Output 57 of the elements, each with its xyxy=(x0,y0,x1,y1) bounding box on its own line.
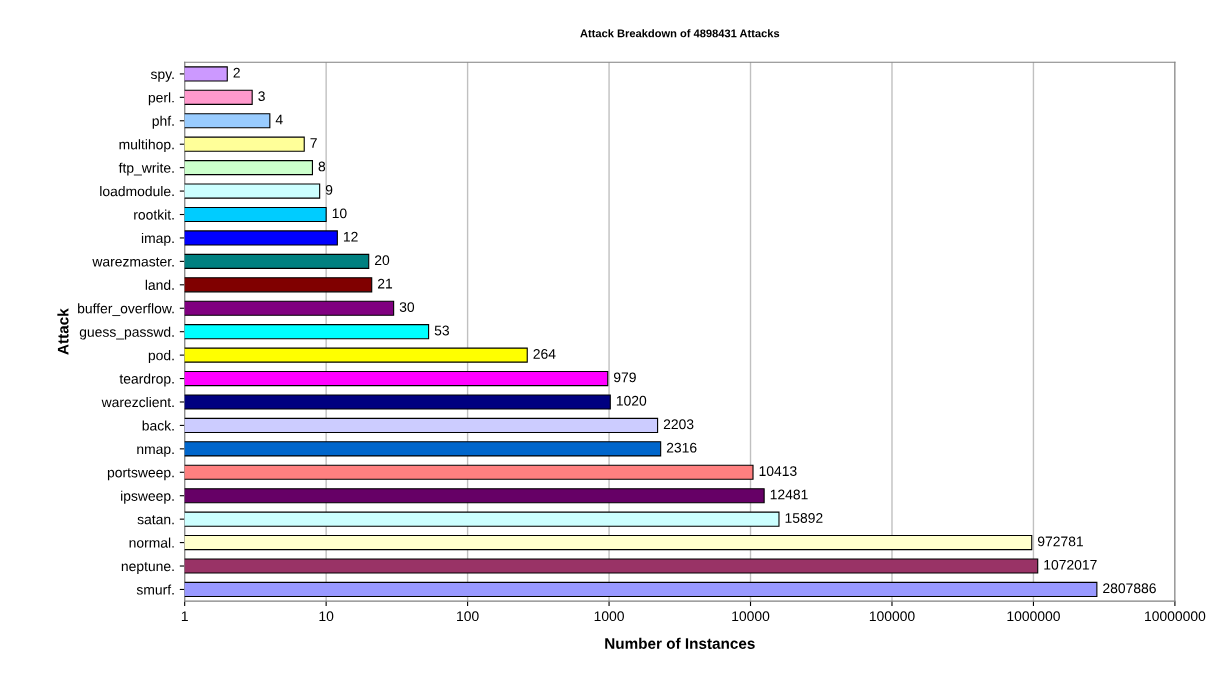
y-tick-label: rootkit. xyxy=(134,209,174,220)
y-tick-label: back. xyxy=(142,420,174,431)
data-label: 10 xyxy=(332,208,347,219)
y-tick-label: satan. xyxy=(137,515,174,525)
data-label: 12 xyxy=(343,231,358,242)
data-label: 2807886 xyxy=(1103,583,1156,594)
x-tick-label: 10000 xyxy=(732,611,770,622)
data-label: 979 xyxy=(613,372,636,383)
chart-title: Attack Breakdown of 4898431 Attacks xyxy=(580,29,780,38)
x-tick-label: 100 xyxy=(457,611,479,622)
y-tick-label: pod. xyxy=(148,350,174,364)
x-tick-label: 1 xyxy=(181,611,188,621)
data-label: 2316 xyxy=(666,442,697,453)
data-label: 12481 xyxy=(770,489,808,500)
y-tick-label: multihop. xyxy=(119,139,174,153)
y-tick-label: guess_passwd. xyxy=(79,326,174,340)
data-label: 15892 xyxy=(785,513,823,523)
x-tick-label: 100000 xyxy=(869,611,915,622)
y-tick-label: portsweep. xyxy=(107,468,174,481)
y-tick-label: loadmodule. xyxy=(100,186,174,197)
data-label: 8 xyxy=(318,161,326,172)
x-tick-label: 1000 xyxy=(594,611,624,622)
data-label: 7 xyxy=(310,138,317,148)
data-label: 264 xyxy=(533,349,556,359)
y-tick-label: ftp_write. xyxy=(118,162,174,176)
data-label: 972781 xyxy=(1037,536,1083,547)
data-label: 20 xyxy=(374,255,390,266)
y-tick-label: smurf. xyxy=(136,584,174,595)
y-tick-label: land. xyxy=(145,279,174,290)
data-label: 30 xyxy=(399,302,415,312)
data-label: 10413 xyxy=(759,466,797,477)
x-axis-title: Number of Instances xyxy=(605,637,755,649)
data-label: 1020 xyxy=(616,395,647,406)
data-label: 21 xyxy=(377,278,393,289)
y-tick-label: teardrop. xyxy=(119,373,174,387)
y-tick-label: imap. xyxy=(141,232,174,246)
y-tick-label: nmap. xyxy=(137,446,174,457)
y-tick-label: phf. xyxy=(152,115,174,129)
y-tick-label: normal. xyxy=(129,537,174,548)
x-tick-label: 10 xyxy=(319,611,334,622)
y-tick-label: warezclient. xyxy=(101,396,174,408)
y-tick-label: ipsweep. xyxy=(121,490,174,504)
data-label: 3 xyxy=(258,91,265,102)
y-axis-title: Attack xyxy=(57,308,69,355)
y-tick-label: warezmaster. xyxy=(92,257,174,267)
data-label: 4 xyxy=(275,114,283,125)
y-tick-label: buffer_overflow. xyxy=(78,303,174,317)
x-tick-label: 10000000 xyxy=(1145,611,1206,622)
y-tick-label: spy. xyxy=(150,71,174,82)
data-label: 53 xyxy=(434,325,449,336)
y-tick-label: perl. xyxy=(148,92,174,106)
y-tick-label: neptune. xyxy=(121,562,174,574)
data-label: 1072017 xyxy=(1044,559,1097,570)
data-label: 2203 xyxy=(663,419,694,430)
x-tick-label: 1000000 xyxy=(1007,611,1060,622)
data-label: 2 xyxy=(233,67,240,78)
data-label: 9 xyxy=(325,184,333,195)
